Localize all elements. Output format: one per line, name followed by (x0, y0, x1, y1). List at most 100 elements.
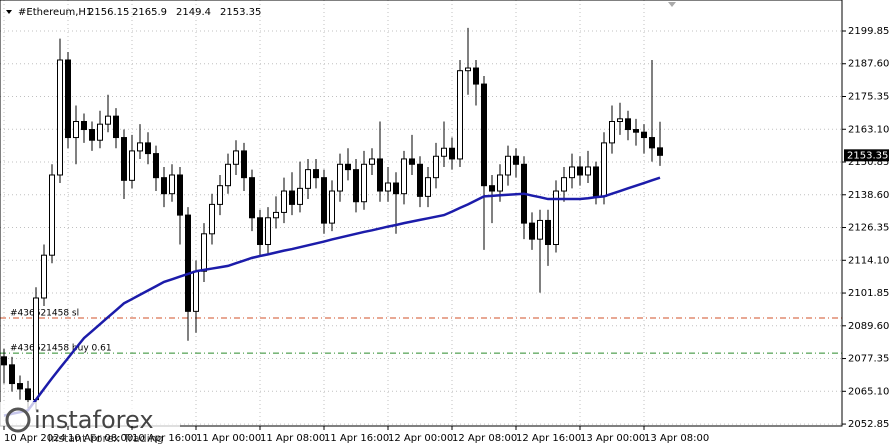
y-tick-label: 2114.10 (848, 255, 889, 266)
candle-body (89, 129, 95, 141)
plot-frame (0, 0, 843, 427)
candle-body (433, 155, 439, 179)
candle-body (185, 214, 191, 312)
x-tick-label: 10 Apr 16:00 (132, 433, 197, 444)
candle-body (17, 383, 23, 390)
candle-body (65, 59, 71, 139)
candle-body (353, 169, 359, 203)
header-high: 2165.9 (132, 7, 167, 18)
watermark-slogan: Instant Forex Trading (48, 432, 164, 445)
candle-body (41, 254, 47, 299)
y-tick-label: 2052.85 (848, 419, 889, 430)
y-tick-label: 2126.35 (848, 223, 889, 234)
y-tick-label: 2199.85 (848, 26, 889, 37)
candle-body (481, 83, 487, 187)
watermark-brand: instaforex (34, 406, 154, 434)
y-tick-label: 2101.85 (848, 288, 889, 299)
candle-body (393, 182, 399, 195)
y-tick-label: 2077.35 (848, 354, 889, 365)
y-tick-label: 2089.60 (848, 321, 889, 332)
candle-body (257, 217, 263, 246)
candle-body (97, 123, 103, 141)
candle-body (233, 150, 239, 165)
y-tick-label: 2163.10 (848, 124, 889, 135)
candle-body (273, 211, 279, 219)
candle-body (401, 158, 407, 195)
candle-body (73, 121, 79, 139)
marks: #436621458 sl #436621458 buy 0.61 (0, 27, 842, 417)
header-low: 2149.4 (176, 7, 211, 18)
candle-body (289, 190, 295, 205)
moving-average (3, 176, 661, 417)
candle-body (449, 147, 455, 160)
candle-body (305, 169, 311, 189)
candle-body (505, 155, 511, 176)
candle-body (425, 177, 431, 197)
candle-body (281, 190, 287, 213)
candle-body (457, 70, 463, 160)
x-tick-label: 13 Apr 00:00 (580, 433, 645, 444)
candle-body (641, 131, 647, 139)
candle-body (129, 150, 135, 181)
candle-body (625, 118, 631, 131)
candle-body (57, 59, 63, 176)
candle-body (633, 129, 639, 133)
candle-body (153, 153, 159, 179)
candle-body (569, 166, 575, 179)
y-tick-label: 2175.35 (848, 92, 889, 103)
candle-body (585, 166, 591, 176)
x-tick-label: 11 Apr 08:00 (260, 433, 325, 444)
candle-body (193, 270, 199, 312)
candle-body (561, 177, 567, 192)
candle-body (513, 155, 519, 165)
x-tick-label: 11 Apr 16:00 (324, 433, 389, 444)
candle-body (649, 137, 655, 149)
candle-body (241, 150, 247, 179)
candle-body (225, 163, 231, 187)
candle-body (49, 174, 55, 256)
menu-triangle (6, 10, 12, 14)
y-tick-label: 2187.60 (848, 59, 889, 70)
candle-body (473, 67, 479, 85)
candle-body (417, 163, 423, 197)
shift-marker (668, 2, 676, 7)
candle-body (377, 158, 383, 192)
candle-body (617, 118, 623, 123)
candle-body (553, 190, 559, 246)
candle-body (145, 142, 151, 155)
y-tick-label: 2150.85 (848, 157, 889, 168)
candle-body (593, 166, 599, 197)
candle-body (265, 217, 271, 246)
candle-body (385, 182, 391, 192)
header-open: 2156.15 (88, 7, 129, 18)
candle-body (169, 174, 175, 195)
candle-body (465, 67, 471, 72)
y-tick-label: 2065.10 (848, 386, 889, 397)
candle-body (81, 121, 87, 131)
x-tick-label: 10 Apr 08:00 (68, 433, 133, 444)
candle-body (25, 388, 31, 401)
candle-body (1, 356, 7, 366)
candle-body (545, 219, 551, 246)
watermark: instaforex Instant Forex Trading (0, 402, 180, 448)
candle-body (313, 169, 319, 179)
candle-body (537, 219, 543, 240)
candle-body (113, 115, 119, 139)
price-marker-label: 2153.35 (847, 150, 888, 161)
candle-body (361, 163, 367, 203)
candle-body (209, 203, 215, 235)
candle-body (489, 185, 495, 192)
candle-body (177, 174, 183, 216)
candle-body (105, 115, 111, 125)
candle-body (577, 166, 583, 176)
x-tick-label: 12 Apr 00:00 (388, 433, 453, 444)
candle-body (161, 177, 167, 195)
candle-body (121, 137, 127, 181)
x-tick-label: 11 Apr 00:00 (196, 433, 261, 444)
x-tick-label: 10 Apr 2024 (4, 433, 66, 444)
candle-body (609, 121, 615, 144)
x-tick-label: 13 Apr 08:00 (644, 433, 709, 444)
candle-body (529, 222, 535, 240)
